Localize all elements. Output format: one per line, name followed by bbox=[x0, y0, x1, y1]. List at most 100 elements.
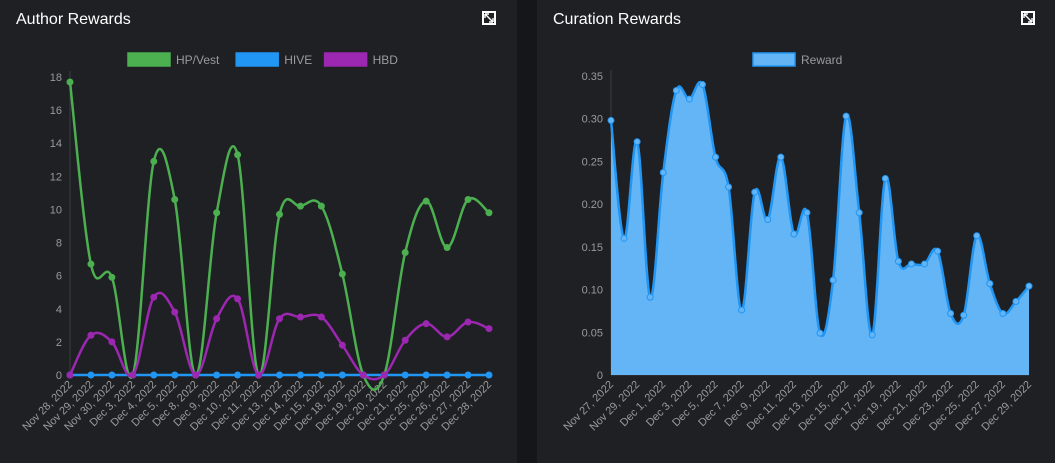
data-point bbox=[338, 341, 346, 349]
curation-expand-button[interactable] bbox=[1021, 11, 1035, 25]
data-point bbox=[485, 371, 493, 379]
data-point bbox=[150, 157, 158, 165]
data-point bbox=[464, 371, 472, 379]
data-point bbox=[960, 311, 968, 319]
data-point bbox=[422, 320, 430, 328]
data-point bbox=[698, 81, 706, 89]
y-tick-label: 6 bbox=[56, 271, 62, 283]
data-point bbox=[108, 338, 116, 346]
data-point bbox=[894, 257, 902, 265]
data-point bbox=[881, 175, 889, 183]
data-point bbox=[296, 371, 304, 379]
series-line-hp-vest bbox=[68, 81, 490, 391]
y-tick-label: 16 bbox=[50, 105, 62, 117]
y-tick-label: 0.30 bbox=[582, 114, 603, 126]
data-point bbox=[129, 371, 137, 379]
data-point bbox=[213, 209, 221, 217]
y-tick-label: 0.10 bbox=[582, 285, 603, 297]
data-point bbox=[338, 371, 346, 379]
data-point bbox=[108, 371, 116, 379]
data-point bbox=[725, 183, 733, 191]
y-tick-label: 10 bbox=[50, 204, 62, 216]
data-point bbox=[829, 276, 837, 284]
y-tick-label: 0 bbox=[597, 370, 603, 382]
data-point bbox=[192, 371, 200, 379]
author-rewards-title: Author Rewards bbox=[16, 11, 131, 28]
legend-entry: HIVE bbox=[284, 53, 312, 67]
data-point bbox=[464, 196, 472, 204]
expand-icon bbox=[1023, 13, 1033, 23]
data-point bbox=[712, 153, 719, 161]
data-point bbox=[422, 197, 430, 205]
data-point bbox=[296, 313, 304, 321]
legend-swatch bbox=[235, 52, 279, 67]
legend-entry: HBD bbox=[373, 53, 399, 67]
y-tick-label: 0.25 bbox=[582, 156, 603, 168]
data-point bbox=[868, 331, 876, 339]
legend-swatch bbox=[323, 52, 368, 67]
data-point bbox=[317, 202, 325, 210]
data-point bbox=[738, 306, 746, 314]
data-point bbox=[443, 371, 451, 379]
curation-rewards-title: Curation Rewards bbox=[553, 11, 682, 28]
data-point bbox=[855, 209, 863, 217]
author-expand-button[interactable] bbox=[482, 11, 496, 25]
data-point bbox=[934, 247, 942, 255]
data-point bbox=[338, 270, 346, 278]
data-point bbox=[1025, 282, 1033, 290]
author-rewards-panel: Author Rewards 0 2 4 6 8 10 12 14 16 18 Nov 28, 20… bbox=[0, 0, 517, 463]
data-point bbox=[276, 371, 283, 379]
y-tick-label: 4 bbox=[56, 304, 62, 316]
data-point bbox=[777, 153, 785, 161]
data-point bbox=[921, 260, 928, 268]
data-point bbox=[87, 331, 95, 339]
y-tick-label: 0.05 bbox=[582, 327, 603, 339]
y-tick-label: 2 bbox=[56, 337, 62, 349]
data-point bbox=[317, 371, 325, 379]
y-tick-label: 18 bbox=[50, 72, 62, 84]
data-point bbox=[842, 112, 850, 120]
legend-entry: Reward bbox=[801, 53, 842, 67]
data-point bbox=[276, 315, 283, 323]
data-point bbox=[150, 293, 158, 301]
data-point bbox=[764, 216, 772, 224]
data-point bbox=[443, 333, 451, 341]
data-point bbox=[986, 280, 994, 288]
y-tick-label: 0.15 bbox=[582, 242, 603, 254]
y-tick-label: 14 bbox=[50, 138, 62, 150]
y-tick-label: 12 bbox=[50, 171, 62, 183]
data-point bbox=[296, 202, 304, 210]
data-point bbox=[443, 244, 451, 252]
data-point bbox=[66, 78, 74, 86]
data-point bbox=[646, 293, 654, 301]
data-point bbox=[108, 273, 116, 281]
data-point bbox=[907, 260, 915, 268]
data-point bbox=[485, 209, 493, 217]
data-point bbox=[422, 371, 430, 379]
data-point bbox=[633, 138, 641, 146]
legend-swatch bbox=[752, 52, 796, 67]
data-point bbox=[171, 196, 179, 204]
data-point bbox=[947, 309, 955, 317]
curation-rewards-panel: Curation Rewards 0 0.05 0.10 0.15 0.20 0.25 0.… bbox=[537, 0, 1055, 463]
y-tick-label: 8 bbox=[56, 238, 62, 250]
data-point bbox=[485, 325, 493, 333]
series-area bbox=[611, 82, 1029, 376]
data-point bbox=[659, 169, 667, 177]
data-point bbox=[685, 95, 693, 103]
data-point bbox=[150, 371, 158, 379]
data-point bbox=[255, 371, 263, 379]
data-point bbox=[401, 336, 409, 344]
data-point bbox=[401, 248, 409, 256]
data-point bbox=[803, 209, 811, 217]
data-point bbox=[464, 318, 472, 326]
data-point bbox=[87, 371, 95, 379]
data-point bbox=[380, 371, 388, 379]
data-point bbox=[816, 329, 824, 337]
data-point bbox=[607, 116, 615, 124]
data-point bbox=[171, 308, 179, 316]
data-point bbox=[171, 371, 179, 379]
data-point bbox=[234, 151, 242, 159]
